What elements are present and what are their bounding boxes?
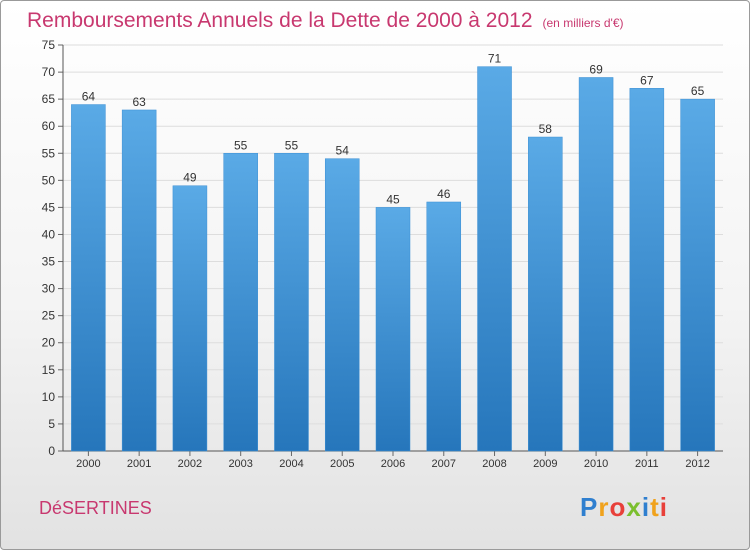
x-tick-label: 2006	[381, 458, 405, 470]
data-label: 58	[539, 122, 553, 136]
y-tick-label: 30	[42, 282, 56, 296]
y-tick-label: 20	[42, 336, 56, 350]
x-tick-label: 2003	[228, 458, 252, 470]
data-label: 64	[82, 90, 96, 104]
logo-letter: r	[598, 492, 610, 522]
y-tick-label: 35	[42, 255, 56, 269]
x-tick-label: 2012	[685, 458, 709, 470]
bar	[629, 88, 665, 452]
bar	[477, 66, 512, 452]
logo-letter: P	[580, 492, 599, 522]
x-tick-label: 2008	[482, 458, 506, 470]
logo-letter: i	[659, 492, 668, 522]
y-tick-label: 70	[42, 65, 56, 79]
commune-name: DéSERTINES	[39, 498, 152, 518]
chart-title-text: Remboursements Annuels de la Dette de 20…	[27, 9, 533, 32]
y-tick-label: 10	[42, 390, 56, 404]
data-label: 46	[437, 187, 451, 201]
data-label: 67	[640, 73, 654, 87]
y-tick-label: 75	[42, 38, 56, 52]
x-tick-label: 2004	[279, 458, 303, 470]
x-tick-label: 2000	[76, 458, 100, 470]
bar	[274, 153, 309, 452]
bars	[71, 66, 715, 452]
y-tick-label: 55	[42, 146, 56, 160]
bar	[375, 207, 411, 452]
chart-title: Remboursements Annuels de la Dette de 20…	[27, 9, 624, 33]
logo-letter: t	[650, 492, 660, 522]
x-tick-label: 2002	[178, 458, 202, 470]
data-label: 55	[234, 138, 248, 152]
y-tick-label: 45	[42, 200, 56, 214]
y-tick-label: 60	[42, 119, 56, 133]
x-tick-label: 2010	[584, 458, 608, 470]
y-tick-label: 0	[48, 444, 55, 458]
data-label: 65	[691, 84, 705, 98]
logo-letter: x	[626, 492, 642, 522]
y-tick-label: 5	[48, 417, 55, 431]
data-label: 55	[285, 138, 299, 152]
y-tick-label: 40	[42, 227, 56, 241]
data-label: 71	[488, 52, 502, 66]
x-tick-label: 2005	[330, 458, 354, 470]
bar	[680, 98, 715, 452]
y-tick-label: 25	[42, 309, 56, 323]
bar	[71, 104, 106, 452]
proxiti-logo: Proxiti	[580, 492, 668, 523]
data-label: 45	[386, 192, 400, 206]
data-label: 69	[589, 62, 603, 76]
y-tick-label: 50	[42, 173, 56, 187]
bar	[121, 109, 157, 452]
x-tick-label: 2009	[533, 458, 557, 470]
bar	[578, 77, 614, 452]
bar	[172, 185, 208, 452]
bar	[426, 201, 462, 452]
bar	[223, 153, 258, 452]
logo-letter: o	[609, 492, 627, 522]
data-label: 49	[183, 171, 197, 185]
bar	[528, 136, 563, 452]
bar	[324, 158, 360, 452]
data-label: 54	[336, 144, 350, 158]
y-tick-label: 65	[42, 92, 56, 106]
x-tick-label: 2007	[432, 458, 456, 470]
chart-unit: (en milliers d'€)	[542, 16, 624, 30]
x-tick-label: 2011	[635, 458, 659, 470]
logo-letter: i	[641, 492, 651, 522]
x-tick-label: 2001	[127, 458, 151, 470]
labels: 0 5 10 15 20 25 30 35 40 45 50 55 60 65 70 75 2000 64 2001…	[42, 38, 710, 470]
y-tick-label: 15	[42, 363, 56, 377]
data-label: 63	[132, 95, 146, 109]
